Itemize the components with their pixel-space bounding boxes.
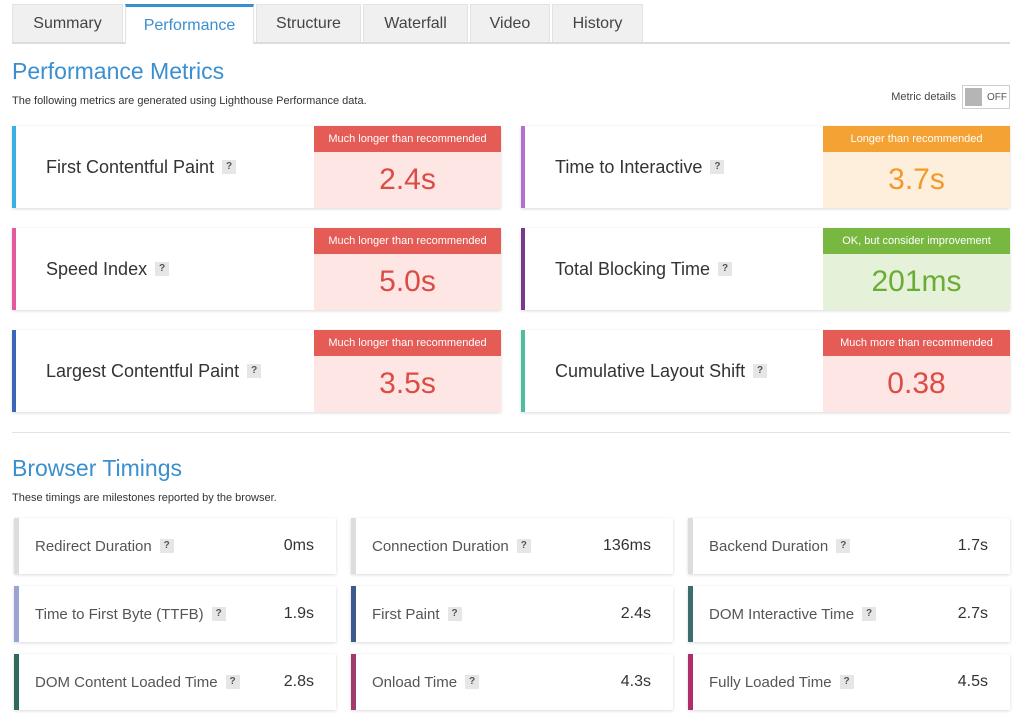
help-icon[interactable]: ? <box>839 675 854 689</box>
timing-card-dom-interactive-time: DOM Interactive Time? 2.7s <box>688 586 1010 642</box>
timing-value: 2.4s <box>620 605 651 622</box>
timing-name-label: DOM Interactive Time <box>709 605 855 623</box>
metric-status-badge: Much more than recommended <box>823 330 1010 356</box>
help-icon[interactable]: ? <box>447 607 462 621</box>
metric-name-label: First Contentful Paint <box>46 156 215 177</box>
timing-value: 2.8s <box>283 673 314 690</box>
timing-name-label: Connection Duration <box>372 537 509 555</box>
metric-card-total-blocking-time: Total Blocking Time? OK, but consider im… <box>521 228 1010 310</box>
timing-card-ttfb: Time to First Byte (TTFB)? 1.9s <box>14 586 336 642</box>
metric-card-largest-contentful-paint: Largest Contentful Paint? Much longer th… <box>12 330 501 412</box>
browser-timings-title: Browser Timings <box>12 455 182 481</box>
help-icon[interactable]: ? <box>159 539 174 553</box>
help-icon[interactable]: ? <box>155 262 170 276</box>
timing-name: DOM Content Loaded Time? <box>35 654 240 710</box>
metric-status-badge: OK, but consider improvement <box>823 228 1010 254</box>
metric-value: 0.38 <box>823 356 1010 412</box>
metric-value: 2.4s <box>314 152 501 208</box>
metric-name: Cumulative Layout Shift? <box>555 330 768 412</box>
help-icon[interactable]: ? <box>222 160 237 174</box>
timing-card-first-paint: First Paint? 2.4s <box>351 586 673 642</box>
metric-card-first-contentful-paint: First Contentful Paint? Much longer than… <box>12 126 501 208</box>
help-icon[interactable]: ? <box>718 262 733 276</box>
timing-name-label: Time to First Byte (TTFB) <box>35 605 204 623</box>
tab-video[interactable]: Video <box>470 4 550 42</box>
timing-name: DOM Interactive Time? <box>709 586 877 642</box>
timing-name-label: Onload Time <box>372 673 458 691</box>
tab-history[interactable]: History <box>552 4 643 42</box>
help-icon[interactable]: ? <box>211 607 226 621</box>
timing-value: 136ms <box>602 537 651 554</box>
tab-performance[interactable]: Performance <box>125 4 254 44</box>
timing-card-backend-duration: Backend Duration? 1.7s <box>688 518 1010 574</box>
metric-name: First Contentful Paint? <box>46 126 237 208</box>
metric-name-label: Total Blocking Time <box>555 258 711 279</box>
timing-name-label: Redirect Duration <box>35 537 152 555</box>
timing-value: 0ms <box>283 537 314 554</box>
metric-card-speed-index: Speed Index? Much longer than recommende… <box>12 228 501 310</box>
timing-name-label: Fully Loaded Time <box>709 673 832 691</box>
tab-structure[interactable]: Structure <box>256 4 361 42</box>
timing-name: Connection Duration? <box>372 518 531 574</box>
metric-name: Total Blocking Time? <box>555 228 733 310</box>
metric-details-label: Metric details <box>891 91 956 103</box>
toggle-knob <box>965 88 982 106</box>
help-icon[interactable]: ? <box>753 364 768 378</box>
help-icon[interactable]: ? <box>862 607 877 621</box>
metric-value: 3.5s <box>314 356 501 412</box>
metric-value: 3.7s <box>823 152 1010 208</box>
metric-details-control: Metric details OFF <box>891 85 1010 109</box>
timing-value: 2.7s <box>957 605 988 622</box>
timing-name-label: Backend Duration <box>709 537 829 555</box>
metric-card-cumulative-layout-shift: Cumulative Layout Shift? Much more than … <box>521 330 1010 412</box>
timing-name-label: First Paint <box>372 605 440 623</box>
timing-card-redirect-duration: Redirect Duration? 0ms <box>14 518 336 574</box>
timing-name: Fully Loaded Time? <box>709 654 854 710</box>
metric-status-badge: Much longer than recommended <box>314 330 501 356</box>
timing-value: 1.9s <box>283 605 314 622</box>
metric-name-label: Largest Contentful Paint <box>46 360 240 381</box>
tab-bar: Summary Performance Structure Waterfall … <box>12 4 1010 44</box>
metric-name-label: Speed Index <box>46 258 148 279</box>
help-icon[interactable]: ? <box>465 675 480 689</box>
browser-timings-description: These timings are milestones reported by… <box>12 492 277 504</box>
metric-name: Largest Contentful Paint? <box>46 330 262 412</box>
timing-card-dom-content-loaded-time: DOM Content Loaded Time? 2.8s <box>14 654 336 710</box>
timing-name: First Paint? <box>372 586 462 642</box>
help-icon[interactable]: ? <box>516 539 531 553</box>
timing-value: 4.3s <box>620 673 651 690</box>
timing-card-connection-duration: Connection Duration? 136ms <box>351 518 673 574</box>
tab-summary[interactable]: Summary <box>12 4 123 42</box>
metric-details-toggle[interactable]: OFF <box>962 85 1010 109</box>
metric-status-badge: Longer than recommended <box>823 126 1010 152</box>
metric-name-label: Cumulative Layout Shift <box>555 360 746 381</box>
metric-name: Time to Interactive? <box>555 126 725 208</box>
metric-status-badge: Much longer than recommended <box>314 228 501 254</box>
tab-waterfall[interactable]: Waterfall <box>363 4 468 42</box>
help-icon[interactable]: ? <box>247 364 262 378</box>
timing-name: Time to First Byte (TTFB)? <box>35 586 226 642</box>
timing-name: Backend Duration? <box>709 518 851 574</box>
timing-card-fully-loaded-time: Fully Loaded Time? 4.5s <box>688 654 1010 710</box>
metric-name: Speed Index? <box>46 228 170 310</box>
help-icon[interactable]: ? <box>710 160 725 174</box>
metric-card-time-to-interactive: Time to Interactive? Longer than recomme… <box>521 126 1010 208</box>
help-icon[interactable]: ? <box>225 675 240 689</box>
section-divider <box>12 432 1010 433</box>
timing-name: Redirect Duration? <box>35 518 174 574</box>
metric-value: 5.0s <box>314 254 501 310</box>
metric-name-label: Time to Interactive <box>555 156 703 177</box>
timing-value: 1.7s <box>957 537 988 554</box>
help-icon[interactable]: ? <box>836 539 851 553</box>
performance-metrics-description: The following metrics are generated usin… <box>12 95 367 107</box>
timing-name: Onload Time? <box>372 654 480 710</box>
timing-value: 4.5s <box>957 673 988 690</box>
timing-name-label: DOM Content Loaded Time <box>35 673 218 691</box>
metric-status-badge: Much longer than recommended <box>314 126 501 152</box>
timing-card-onload-time: Onload Time? 4.3s <box>351 654 673 710</box>
metric-value: 201ms <box>823 254 1010 310</box>
performance-metrics-title: Performance Metrics <box>12 58 225 84</box>
toggle-state-label: OFF <box>987 91 1007 103</box>
